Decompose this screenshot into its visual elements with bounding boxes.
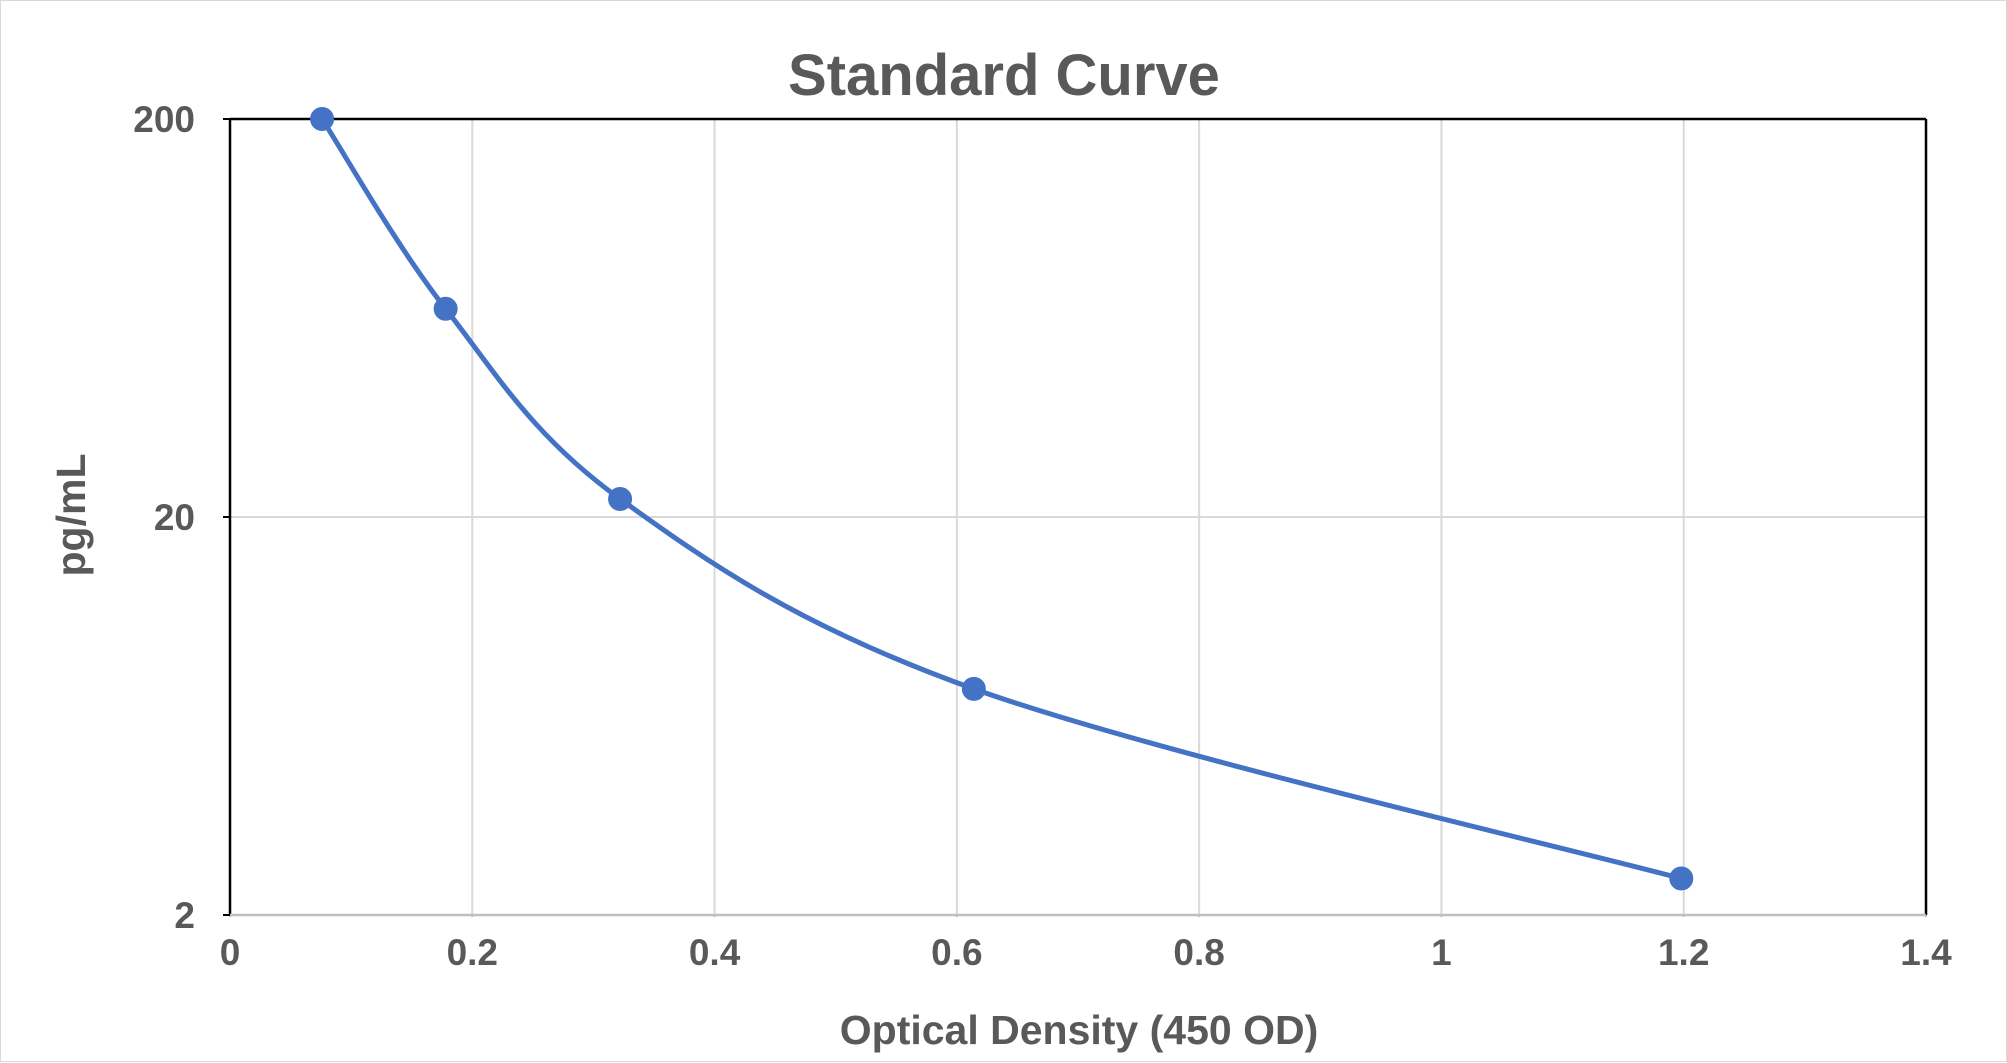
plot-frame: [223, 117, 1928, 917]
y-tick-label: 200: [133, 99, 195, 140]
x-tick-label: 0.2: [447, 932, 498, 973]
y-tick-label: 20: [154, 497, 195, 538]
x-tick-label: 0.6: [931, 932, 982, 973]
x-tick-label: 1: [1431, 932, 1452, 973]
y-axis-title: pg/mL: [48, 454, 94, 577]
series-group: [310, 107, 1694, 891]
x-tick-labels: 0 0.2 0.4 0.6 0.8 1 1.2 1.4: [220, 932, 1952, 973]
x-tick-label: 0.4: [689, 932, 741, 973]
x-tick-label: 1.4: [1900, 932, 1952, 973]
data-point: [433, 296, 458, 321]
x-axis-title: Optical Density (450 OD): [840, 1007, 1318, 1053]
chart-title: Standard Curve: [788, 43, 1220, 108]
data-point: [608, 486, 633, 511]
y-tick-labels: 2 20 200: [133, 99, 195, 936]
data-point: [961, 676, 986, 701]
x-tick-label: 0: [220, 932, 241, 973]
x-tick-label: 0.8: [1173, 932, 1224, 973]
grid: [230, 119, 1926, 915]
x-tick-label: 1.2: [1658, 932, 1709, 973]
series-line: [319, 116, 1684, 882]
y-tick-label: 2: [174, 895, 195, 936]
data-point: [310, 107, 335, 131]
data-point: [1669, 866, 1694, 891]
